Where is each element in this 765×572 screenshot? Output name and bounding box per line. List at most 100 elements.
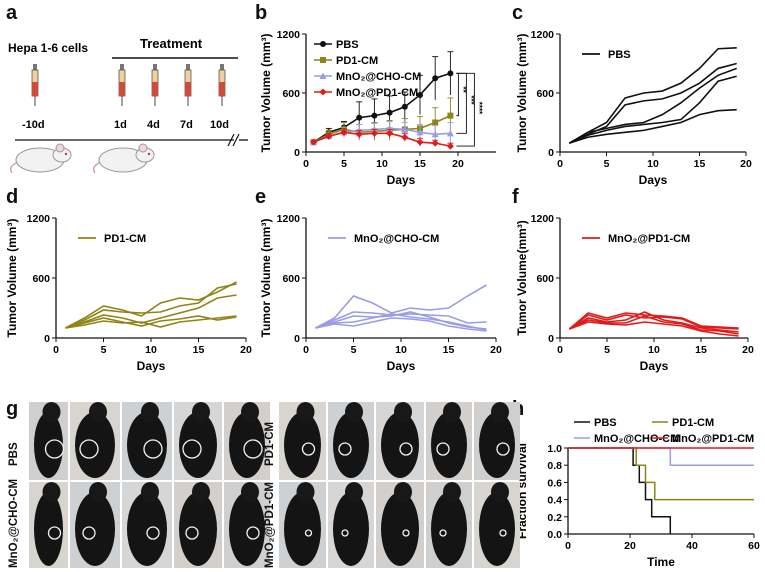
- series-line: [315, 317, 487, 332]
- mouse-photo-drawing: [127, 402, 167, 478]
- x-tick-label: 15: [414, 158, 426, 170]
- x-tick-label: 10: [647, 158, 659, 170]
- series-line: [313, 131, 451, 147]
- x-tick-label: 15: [443, 344, 455, 356]
- mouse-photo: [70, 402, 120, 480]
- panel-label-f: f: [512, 186, 519, 208]
- x-tick-label: 10: [376, 158, 388, 170]
- treatment-schematic: Hepa 1-6 cells Treatment -10d 1d 4d 7d 1…: [8, 36, 248, 174]
- x-tick-label: 0: [303, 158, 309, 170]
- x-tick-label: 15: [193, 344, 205, 356]
- mouse-photo: [376, 482, 424, 568]
- mouse-photo: [279, 402, 326, 480]
- mouse-photo-drawing: [381, 482, 419, 566]
- x-axis-title: Days: [387, 173, 416, 187]
- data-point: [319, 88, 327, 96]
- mouse-photo: [122, 482, 172, 568]
- panel-label-e: e: [255, 186, 267, 208]
- group-label-pd1: PD1-CM: [264, 421, 276, 466]
- mouse-photo-drawing: [333, 482, 369, 566]
- panel-label-a: a: [6, 2, 18, 24]
- mouse-photo: [29, 402, 68, 480]
- chart-f-pd1mn-individual: 0 5 10 15 20 0 600 1200 Days Tumor Volume(mm³) MnO…: [515, 213, 754, 373]
- mouse-photo: [122, 402, 172, 480]
- chart-d-pd1-individual: 0 5 10 15 20 0 600 1200 Days Tumor Volume (mm³) PD…: [5, 213, 252, 373]
- panel-label-g: g: [6, 398, 19, 420]
- y-axis-title: Tumor Volume(mm³): [515, 220, 529, 336]
- group-label-cho: MnO₂@CHO-CM: [8, 478, 20, 568]
- y-tick-label: 600: [536, 273, 554, 285]
- series-line: [569, 321, 739, 337]
- mouse-photo-drawing: [127, 482, 167, 566]
- legend-label: PD1-CM: [336, 55, 378, 67]
- y-tick-label: 1200: [531, 29, 555, 41]
- series-line: [568, 67, 737, 144]
- day-label: 7d: [180, 119, 193, 131]
- mouse-photo: [474, 482, 520, 568]
- x-tick-label: 10: [395, 344, 407, 356]
- mouse-photo: [426, 482, 472, 568]
- survival-curve: [568, 447, 754, 466]
- x-axis-title: Time: [647, 555, 675, 569]
- data-point: [370, 129, 378, 137]
- x-tick-label: 20: [742, 344, 754, 356]
- data-point: [431, 130, 439, 138]
- series-line: [313, 72, 451, 143]
- x-tick-label: 15: [694, 158, 706, 170]
- y-tick-label: 1200: [277, 213, 301, 225]
- y-tick-label: 1200: [531, 213, 555, 225]
- x-tick-label: 20: [452, 158, 464, 170]
- syringe-icon: [184, 64, 192, 106]
- syringe-icon: [151, 64, 159, 106]
- day-label: 4d: [147, 119, 160, 131]
- day-label: 1d: [114, 119, 127, 131]
- mouse-photo: [279, 482, 326, 568]
- y-axis-title: Tumor Volume (mm³): [5, 219, 19, 338]
- y-tick-label: 0.0: [547, 529, 562, 541]
- y-axis-title: Tumor Volume (mm³): [515, 34, 529, 153]
- chart-e-cho-individual: 0 5 10 15 20 0 600 1200 Days Tumor Volume (mm³) Mn…: [259, 213, 502, 373]
- y-tick-label: 0: [294, 147, 300, 159]
- mouse-photo-drawing: [34, 402, 65, 478]
- y-axis-title: Tumor Volume (mm³): [259, 219, 273, 338]
- series-line: [313, 114, 451, 143]
- y-axis-title: Tumor Volume (mm³): [259, 34, 273, 153]
- data-point: [356, 114, 363, 121]
- data-point: [401, 133, 409, 141]
- legend-label: PBS: [608, 49, 631, 61]
- chart-b-tumor-growth: 0 5 10 15 20 0 600 1200 Days Tumor Volume (mm³) PB…: [259, 29, 496, 187]
- mouse-photo: [29, 482, 68, 568]
- mouse-photo-drawing: [75, 402, 115, 478]
- y-tick-label: 0.8: [547, 460, 562, 472]
- syringe-icon: [31, 64, 39, 106]
- data-point: [401, 103, 408, 110]
- data-point: [417, 91, 423, 98]
- x-tick-label: 0: [557, 344, 563, 356]
- series-line: [65, 315, 237, 329]
- data-point: [355, 130, 363, 138]
- data-point: [447, 112, 454, 119]
- mouse-photo-drawing: [75, 482, 115, 566]
- mouse-photo-drawing: [479, 402, 515, 478]
- mouse-photo: [174, 482, 222, 568]
- x-axis-title: Days: [137, 359, 166, 373]
- data-point: [432, 75, 439, 82]
- y-tick-label: 0: [548, 333, 554, 345]
- x-tick-label: 10: [648, 344, 660, 356]
- y-tick-label: 0: [44, 333, 50, 345]
- mouse-photo-drawing: [179, 402, 217, 478]
- survival-curve: [568, 447, 754, 501]
- data-point: [416, 128, 424, 136]
- legend-label: PD1-CM: [672, 417, 714, 429]
- y-tick-label: 600: [32, 273, 50, 285]
- series-line: [65, 315, 237, 329]
- syringe-icon: [118, 64, 126, 106]
- panel-label-d: d: [6, 186, 19, 208]
- mouse-photo: [376, 402, 424, 480]
- mouse-photo: [70, 482, 120, 568]
- y-tick-label: 1200: [277, 29, 301, 41]
- data-point: [320, 57, 326, 63]
- mouse-photo-drawing: [284, 482, 321, 566]
- group-label-pbs: PBS: [8, 442, 20, 466]
- significance-mark: ****: [474, 102, 483, 115]
